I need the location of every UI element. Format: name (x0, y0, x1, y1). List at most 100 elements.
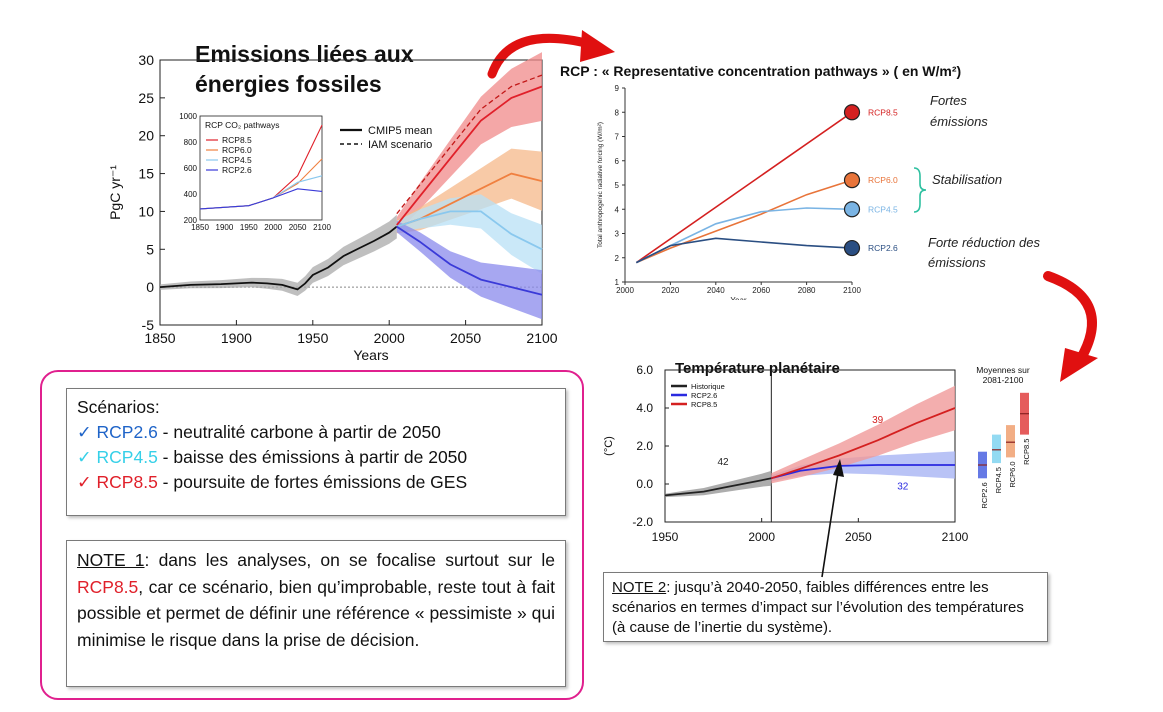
inset-background (172, 108, 328, 240)
temp-y-axis-label: (°C) (603, 436, 615, 456)
rcp-forcing-chart: RCP : « Representative concentration pat… (560, 63, 1041, 300)
annotation-stabilisation: Stabilisation (932, 172, 1002, 187)
spread-band (160, 214, 397, 296)
inset-x-tick-label: 1850 (191, 223, 209, 232)
x-tick-label: 2100 (526, 330, 557, 346)
check-icon: ✓ (77, 447, 97, 467)
temp-line-rcp26 (771, 464, 955, 480)
rcp-x-axis-label: Year (730, 296, 747, 300)
scenario-description: neutralité carbone à partir de 2050 (173, 422, 441, 442)
side-bar-label: RCP4.5 (994, 467, 1003, 493)
inset-x-tick-label: 2000 (264, 223, 282, 232)
inset-y-tick-label: 1000 (179, 112, 197, 121)
temp-y-tick-label: 6.0 (636, 363, 653, 377)
rcp-x-tick-label: 2100 (843, 286, 861, 295)
emissions-chart-title-line1: Emissions liées aux (195, 41, 414, 67)
highlight-frame (40, 370, 584, 700)
y-tick-label: -5 (142, 317, 155, 333)
temp-x-tick-label: 2050 (845, 530, 872, 544)
inset-title: RCP CO₂ pathways (205, 120, 279, 130)
series-line-rcp85 (396, 85, 543, 226)
side-panel-title: Moyennes sur (976, 365, 1030, 375)
rcp-line-rcp45 (635, 207, 853, 264)
emissions-chart-title-line2: énergies fossiles (195, 71, 382, 97)
x-axis-label: Years (353, 347, 388, 363)
rcp-y-tick-label: 2 (615, 254, 620, 263)
side-bar-label: RCP2.6 (980, 482, 989, 508)
data-label-historique: 42 (717, 457, 729, 468)
inset-x-tick-label: 2050 (289, 223, 307, 232)
rcp-label-rcp45: RCP4.5 (868, 204, 898, 214)
annotation-forte-reduction-2: émissions (928, 255, 986, 270)
inset-x-tick-label: 1900 (216, 223, 234, 232)
note1-pre: : dans les analyses, on se focalise surt… (144, 550, 555, 570)
scenario-item: ✓ RCP8.5 - poursuite de fortes émissions… (77, 470, 555, 495)
emissions-chart: Emissions liées aux énergies fossiles -5… (107, 41, 558, 363)
inset-y-tick-label: 800 (184, 138, 198, 147)
data-label-rcp85: 39 (872, 415, 884, 426)
rcp-forcing-title: RCP : « Representative concentration pat… (560, 63, 961, 79)
rcp-line-rcp60 (635, 179, 853, 264)
rcp-endpoint-rcp85 (843, 104, 861, 121)
inset-legend-label: RCP6.0 (222, 145, 252, 155)
rcp-y-tick-label: 1 (615, 278, 620, 287)
check-icon: ✓ (77, 422, 97, 442)
temp-y-tick-label: -2.0 (632, 515, 653, 529)
rcp-x-tick-label: 2040 (707, 286, 725, 295)
rcp-line-rcp26 (635, 237, 853, 264)
data-label-rcp26: 32 (897, 482, 909, 493)
x-tick-label: 2050 (450, 330, 481, 346)
scenario-code: RCP8.5 (96, 472, 158, 492)
temperature-chart-title: Température planétaire (675, 360, 840, 377)
rcp-y-tick-label: 3 (615, 230, 620, 239)
y-tick-label: 10 (138, 203, 154, 219)
x-tick-label: 1850 (144, 330, 175, 346)
side-bar-label: RCP6.0 (1008, 461, 1017, 487)
inset-y-tick-label: 600 (184, 164, 198, 173)
rcp-x-tick-label: 2020 (662, 286, 680, 295)
temp-x-tick-label: 2000 (748, 530, 775, 544)
check-icon: ✓ (77, 472, 97, 492)
scenarios-box: Scénarios: ✓ RCP2.6 - neutralité carbone… (66, 388, 566, 516)
y-tick-label: 20 (138, 128, 154, 144)
scenario-description: baisse des émissions à partir de 2050 (173, 447, 468, 467)
inset-legend-label: RCP8.5 (222, 135, 252, 145)
y-axis-label: PgC yr⁻¹ (107, 165, 123, 220)
y-tick-label: 0 (146, 279, 154, 295)
inset-x-tick-label: 1950 (240, 223, 258, 232)
spread-band (396, 194, 542, 274)
curved-arrow-top (487, 30, 615, 79)
scenario-separator: - (157, 422, 174, 442)
temp-line-rcp85 (771, 407, 956, 480)
rcp-y-tick-label: 5 (615, 181, 620, 190)
rcp-x-tick-label: 2060 (752, 286, 770, 295)
legend-cmip5-mean: CMIP5 mean (368, 125, 432, 137)
scenario-code: RCP2.6 (96, 422, 158, 442)
rcp-endpoint-rcp45 (843, 201, 861, 218)
curved-arrow-right (1043, 271, 1098, 382)
note1-box: NOTE 1: dans les analyses, on se focalis… (66, 540, 566, 687)
rcp-label-rcp85: RCP8.5 (868, 107, 898, 117)
rcp-y-tick-label: 9 (615, 84, 620, 93)
scenario-separator: - (157, 472, 174, 492)
annotation-fortes-emissions: Fortes (930, 93, 967, 108)
temp-legend-label: RCP8.5 (691, 400, 717, 409)
temp-x-tick-label: 2100 (942, 530, 969, 544)
inset-y-tick-label: 200 (184, 216, 198, 225)
note1-label: NOTE 1 (77, 550, 145, 570)
rcp-x-tick-label: 2000 (616, 286, 634, 295)
inset-y-tick-label: 400 (184, 190, 198, 199)
inset-line-rcp26 (199, 188, 323, 210)
y-tick-label: 25 (138, 90, 154, 106)
note2-label: NOTE 2 (612, 579, 667, 596)
annotation-forte-reduction: Forte réduction des (928, 235, 1041, 250)
temp-spread-band (771, 385, 955, 484)
brace-stabilisation (913, 167, 927, 213)
rcp-y-tick-label: 6 (615, 157, 620, 166)
note2-text: : jusqu’à 2040-2050, faibles différences… (612, 579, 1024, 636)
pointer-arrow (821, 459, 844, 578)
x-tick-label: 1900 (221, 330, 252, 346)
scenario-description: poursuite de fortes émissions de GES (173, 472, 468, 492)
inset-frame (199, 115, 323, 221)
y-tick-label: 30 (138, 52, 154, 68)
